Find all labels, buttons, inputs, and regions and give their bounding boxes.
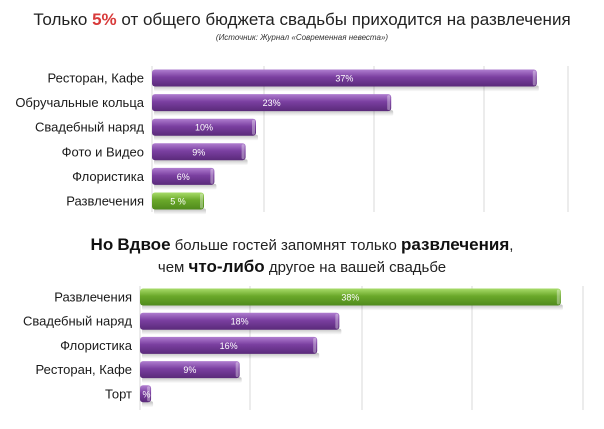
- value-label: 9%: [183, 365, 196, 375]
- bar: [140, 336, 318, 354]
- value-label: %: [143, 389, 151, 399]
- bar-end-cap: [252, 119, 255, 135]
- category-label: Свадебный наряд: [23, 314, 132, 329]
- value-label: 9%: [192, 147, 205, 157]
- title-pre: Только: [33, 10, 88, 29]
- bar: [140, 288, 561, 306]
- category-label: Торт: [105, 386, 132, 401]
- comparison-heading: Но Вдвое больше гостей запомнят только р…: [0, 234, 604, 278]
- category-label: Ресторан, Кафе: [48, 71, 144, 86]
- title-highlight: 5%: [92, 10, 117, 29]
- bar-end-cap: [313, 337, 317, 353]
- value-label: 6%: [177, 172, 190, 182]
- category-label: Флористика: [72, 169, 145, 184]
- category-label: Развлечения: [66, 194, 144, 209]
- title-post: от общего бюджета свадьбы приходится на …: [121, 10, 571, 29]
- bar: [152, 192, 204, 210]
- value-label: 23%: [263, 98, 281, 108]
- bar-end-cap: [556, 289, 560, 305]
- bar: [152, 69, 537, 87]
- heading-text-1: больше гостей запомнят только: [174, 237, 397, 254]
- bar-shadow: [142, 401, 154, 408]
- heading-comma: ,: [509, 237, 514, 254]
- bar-shadow: [142, 352, 320, 359]
- bar-end-cap: [210, 168, 214, 184]
- bar-end-cap: [532, 70, 536, 86]
- heading-word-twice: Вдвое: [117, 235, 171, 254]
- value-label: 16%: [220, 341, 238, 351]
- bar-shadow: [154, 85, 539, 92]
- bar-shadow: [154, 208, 206, 215]
- category-label: Ресторан, Кафе: [36, 362, 132, 377]
- bar-end-cap: [335, 313, 339, 329]
- bar: [140, 312, 340, 330]
- bar-shadow: [154, 110, 394, 117]
- bar-shadow: [154, 159, 248, 166]
- category-label: Обручальные кольца: [15, 95, 144, 110]
- bar-shadow: [142, 377, 242, 384]
- value-label: 5 %: [170, 197, 186, 207]
- bar-end-cap: [387, 95, 391, 111]
- heading-text-3: другое на вашей свадьбе: [268, 259, 447, 276]
- bar: [152, 94, 392, 112]
- bar: [140, 361, 240, 379]
- bar: [152, 167, 215, 185]
- bar-end-cap: [147, 386, 151, 402]
- value-label: 37%: [335, 74, 353, 84]
- value-label: 38%: [341, 293, 359, 303]
- bar-end-cap: [200, 193, 203, 209]
- bar-shadow: [142, 304, 563, 311]
- bar-shadow: [142, 328, 342, 335]
- heading-word-no: Но: [90, 235, 114, 254]
- value-label: 10%: [195, 123, 213, 133]
- heading-text-2: чем: [157, 259, 185, 276]
- heading-word-anything: что-либо: [188, 257, 265, 276]
- category-label: Фото и Видео: [62, 144, 144, 159]
- chart-title: Только 5% от общего бюджета свадьбы прих…: [0, 10, 604, 30]
- bar-end-cap: [235, 362, 239, 378]
- bar-shadow: [154, 134, 258, 141]
- category-label: Свадебный наряд: [35, 120, 144, 135]
- bar: [140, 385, 152, 403]
- heading-word-entertainment: развлечения: [400, 235, 510, 254]
- bar: [152, 143, 246, 161]
- bar: [152, 118, 256, 136]
- category-label: Развлечения: [54, 290, 132, 305]
- value-label: 18%: [231, 317, 249, 327]
- bar-shadow: [154, 183, 217, 190]
- category-label: Флористика: [60, 338, 133, 353]
- bar-end-cap: [241, 144, 245, 160]
- source-note: (Источник: Журнал «Современная невеста»): [215, 33, 389, 42]
